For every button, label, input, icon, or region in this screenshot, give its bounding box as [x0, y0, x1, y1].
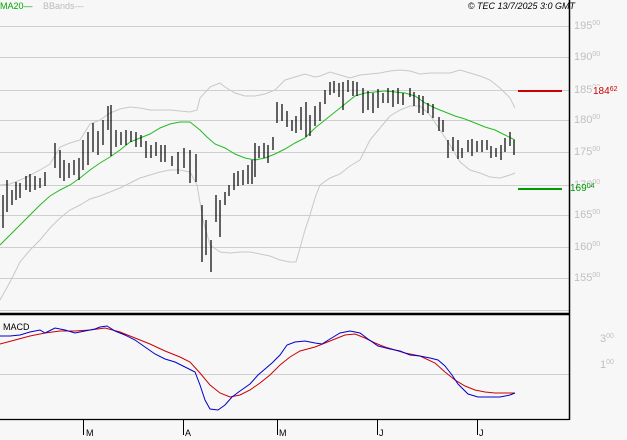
- macd-signal-line: [0, 327, 515, 398]
- support-value-label: 16904: [570, 183, 595, 194]
- y-tick-15500: 15500: [574, 272, 601, 284]
- copyright-timestamp: © TEC 13/7/2025 3:0 GMT: [467, 1, 575, 11]
- price-gridlines: [0, 26, 569, 375]
- macd-tick-300: 300: [600, 333, 614, 345]
- ohlc-bars: [2, 80, 515, 272]
- legend-bbands-swatch: —: [74, 1, 84, 11]
- resistance-value-label: 18462: [593, 86, 618, 97]
- y-tick-18000: 18000: [574, 114, 601, 126]
- x-label-may: M: [279, 428, 287, 438]
- bollinger-bands: [0, 69, 516, 301]
- macd-tick-100: 100: [600, 359, 614, 371]
- x-label-march: M: [86, 428, 94, 438]
- x-label-april: A: [185, 428, 192, 438]
- y-tick-16500: 16500: [574, 209, 601, 221]
- y-tick-19500: 19500: [574, 20, 601, 32]
- x-label-july: J: [479, 428, 484, 438]
- ma20-line: [0, 90, 516, 246]
- x-label-june: J: [379, 428, 384, 438]
- macd-label: MACD: [3, 322, 30, 332]
- y-tick-17000: 17000: [574, 179, 601, 191]
- y-tick-17500: 17500: [574, 146, 601, 158]
- legend-ma20: MA20: [0, 1, 24, 11]
- y-tick-16000: 16000: [574, 241, 601, 253]
- y-tick-19000: 19000: [574, 51, 601, 63]
- macd-line: [0, 325, 516, 411]
- legend-bbands: BBands: [43, 1, 75, 11]
- chart-legend: MA20— BBands—: [0, 0, 84, 12]
- legend-ma20-swatch: —: [23, 1, 33, 11]
